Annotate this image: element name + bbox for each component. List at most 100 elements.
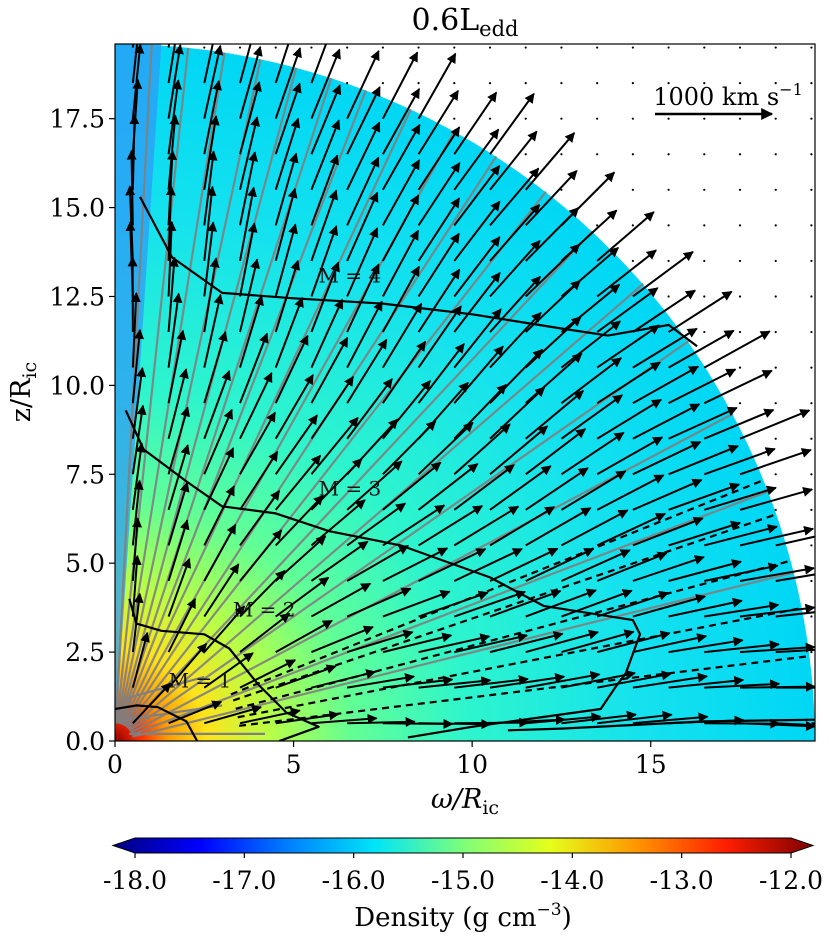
- velocity-arrow: [131, 44, 145, 119]
- velocity-arrow: [489, 631, 564, 654]
- velocity-arrow: [775, 573, 815, 582]
- velocity-arrow: [310, 261, 340, 333]
- velocity-arrow: [346, 263, 380, 333]
- velocity-arrow: [311, 625, 374, 654]
- velocity-arrow: [417, 232, 460, 298]
- velocity-arrow: [417, 89, 459, 155]
- velocity-arrow: [346, 50, 380, 120]
- velocity-arrow: [739, 603, 815, 618]
- field-dot: [667, 188, 670, 191]
- velocity-arrow: [167, 44, 176, 84]
- velocity-arrow: [310, 44, 328, 84]
- field-dot: [203, 46, 206, 49]
- velocity-arrow: [346, 629, 414, 654]
- velocity-arrow: [167, 329, 187, 404]
- velocity-arrow: [274, 296, 304, 368]
- x-tick-label: 5: [286, 750, 302, 779]
- field-dot: [810, 544, 813, 547]
- field-dot: [703, 117, 706, 120]
- field-dot: [631, 188, 634, 191]
- velocity-arrow: [310, 48, 341, 120]
- velocity-arrow: [668, 636, 744, 654]
- field-dot: [703, 82, 706, 85]
- velocity-arrow: [239, 258, 260, 333]
- field-dot: [631, 224, 634, 227]
- velocity-arrow: [524, 132, 576, 191]
- velocity-arrow: [704, 679, 781, 690]
- velocity-arrow: [167, 481, 190, 546]
- velocity-arrow: [167, 406, 191, 475]
- velocity-arrow: [239, 489, 281, 546]
- velocity-arrow: [381, 229, 420, 297]
- velocity-arrow: [775, 722, 815, 727]
- velocity-arrow: [239, 332, 269, 404]
- velocity-arrow: [703, 485, 777, 511]
- velocity-arrow: [489, 312, 542, 369]
- velocity-arrow: [739, 642, 815, 654]
- velocity-arrow: [275, 664, 337, 689]
- velocity-arrow: [632, 441, 702, 476]
- velocity-arrow: [167, 256, 179, 333]
- field-dot: [453, 82, 456, 85]
- velocity-arrow: [275, 535, 327, 582]
- velocity-arrow: [489, 204, 541, 262]
- velocity-arrow: [632, 403, 701, 440]
- velocity-arrow: [274, 152, 299, 226]
- field-dot: [560, 153, 563, 156]
- field-dot: [667, 46, 670, 49]
- velocity-arrow: [346, 460, 403, 511]
- velocity-arrow: [310, 189, 338, 262]
- velocity-arrow: [668, 329, 735, 369]
- velocity-arrow: [561, 629, 635, 654]
- velocity-arrow: [668, 368, 737, 405]
- velocity-arrow: [668, 520, 742, 547]
- velocity-arrow: [453, 164, 501, 226]
- field-dot: [596, 82, 599, 85]
- velocity-arrow: [596, 324, 660, 369]
- field-dot: [774, 224, 777, 227]
- field-dot: [703, 188, 706, 191]
- velocity-arrow: [417, 52, 457, 120]
- velocity-arrow: [560, 283, 621, 333]
- velocity-arrow: [560, 509, 629, 547]
- velocity-arrow: [382, 380, 431, 440]
- velocity-arrow: [239, 151, 259, 226]
- velocity-arrow: [561, 669, 636, 689]
- velocity-arrow: [239, 659, 297, 689]
- field-dot: [774, 295, 777, 298]
- field-dot: [810, 402, 813, 405]
- velocity-arrow: [346, 86, 381, 155]
- velocity-arrow: [382, 302, 423, 369]
- velocity-arrow: [775, 535, 815, 547]
- velocity-arrow: [489, 547, 559, 582]
- field-dot: [738, 153, 742, 156]
- field-dot: [560, 46, 563, 49]
- gray-streamline: [125, 191, 547, 728]
- velocity-arrow: [418, 548, 487, 582]
- velocity-arrow: [704, 601, 780, 618]
- velocity-arrow: [167, 79, 183, 155]
- velocity-arrow: [131, 44, 139, 84]
- velocity-arrow: [560, 470, 627, 511]
- velocity-arrow: [166, 220, 177, 297]
- velocity-arrow: [489, 130, 538, 191]
- velocity-arrow: [596, 670, 672, 689]
- velocity-arrow: [131, 592, 144, 653]
- velocity-arrow: [596, 249, 657, 298]
- field-dot: [560, 117, 563, 120]
- colorbar-ticks: -18.0 -17.0 -16.0 -15.0 -14.0 -13.0 -12.0: [103, 853, 823, 895]
- field-dot: [346, 46, 349, 49]
- field-dot: [631, 259, 634, 263]
- velocity-arrow: [310, 84, 342, 155]
- velocity-arrow: [203, 652, 254, 689]
- velocity-arrow: [131, 78, 143, 155]
- field-dot: [774, 82, 777, 85]
- gray-streamline: [115, 47, 190, 724]
- y-tick-label: 10.0: [49, 371, 105, 400]
- field-dot: [631, 82, 634, 85]
- field-dot: [810, 188, 813, 191]
- velocity-arrow: [131, 366, 147, 439]
- colorbar-tick-label: -18.0: [103, 866, 167, 895]
- velocity-arrow: [668, 406, 738, 440]
